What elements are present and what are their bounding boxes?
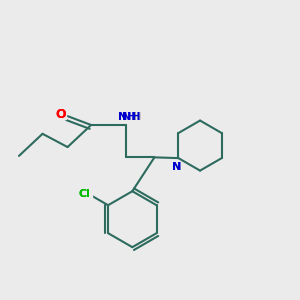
Text: N: N xyxy=(172,162,182,172)
Text: N: N xyxy=(172,162,182,172)
Text: H: H xyxy=(134,112,141,122)
Text: O: O xyxy=(55,108,65,121)
Bar xyxy=(172,163,181,171)
Bar xyxy=(77,190,92,199)
Text: Cl: Cl xyxy=(78,189,90,199)
Text: NH: NH xyxy=(122,112,140,122)
Bar xyxy=(122,112,141,121)
Text: O: O xyxy=(55,108,65,121)
Text: Cl: Cl xyxy=(78,189,90,199)
Text: NH: NH xyxy=(118,112,136,122)
Bar xyxy=(54,110,66,119)
